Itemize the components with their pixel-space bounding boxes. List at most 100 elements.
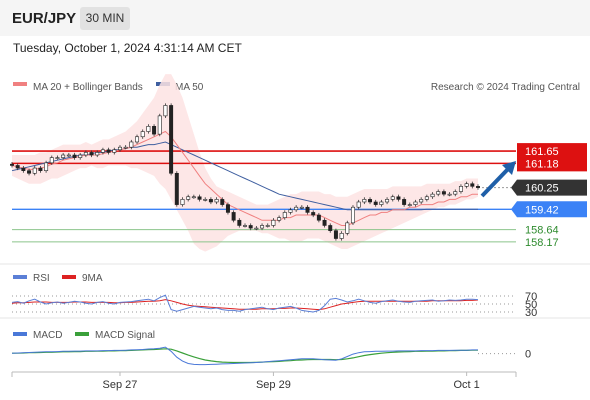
forex-chart: MA 20 + Bollinger Bands MA 50 Research © 2… [0,74,590,391]
candle-body [10,163,14,166]
candle-body [78,154,83,158]
candle-body [89,152,94,156]
candle-body [368,199,373,203]
bollinger-band [12,74,478,252]
candle-body [345,222,350,234]
candle-body [112,149,117,153]
candle-body [38,167,43,171]
macd-legend-swatch [13,332,27,336]
rsi-line [11,294,479,313]
candle-body [441,191,446,195]
candle-body [44,162,49,171]
macd-tick-label: 0 [525,349,531,361]
rsi-ma-legend-swatch [62,275,76,279]
candle-body [305,206,310,213]
resistance-zone-box [517,143,587,172]
level-label-3: 159.42 [525,204,559,216]
candle-body [157,115,162,135]
chart-datetime: Tuesday, October 1, 2024 4:31:14 AM CET [13,41,242,55]
candle-body [316,214,321,221]
ma50-legend-label: MA 50 [175,82,204,93]
candle-body [220,199,225,205]
candle-body [294,206,299,211]
candle-body [299,206,304,209]
candle-body [277,217,282,221]
candle-body [265,225,270,227]
forecast-arrow-shaft [480,167,510,198]
candle-body [66,154,71,157]
candle-body [407,204,412,206]
level-label-4: 158.64 [525,225,559,237]
candle-body [413,201,418,205]
candle-body [385,199,390,203]
candle-body [350,206,355,224]
candle-body [356,201,361,208]
candle-body [311,212,316,216]
credit-label: Research © 2024 Trading Central [431,82,580,93]
candle-body [123,146,128,149]
candle-body [464,183,469,187]
candle-body [328,225,333,231]
candle-body [83,152,88,156]
rsi-tick-label: 50 [525,299,537,311]
candle-body [146,126,151,132]
candle-body [231,212,236,221]
rsi-legend-swatch [13,275,27,279]
macd-legend-label: MACD [33,330,62,341]
candle-body [180,199,185,205]
candle-body [49,157,54,164]
candle-body [362,199,367,203]
candle-body [282,212,287,218]
candle-body [214,199,219,203]
candle-body [339,232,344,239]
candle-body [72,154,77,158]
candle-body [453,191,458,195]
candle-body [288,209,293,213]
candle-body [95,152,100,156]
candle-body [135,136,140,143]
macd-line [11,346,478,366]
level-label-0: 161.65 [525,146,559,158]
rsi-legend-label: RSI [33,273,50,284]
candle-body [436,191,441,195]
candle-body [424,196,429,200]
candle-body [27,170,32,174]
candle-body [208,199,213,203]
level-label-5: 158.17 [525,237,559,249]
candle-body [21,167,26,171]
candle-body [390,196,395,200]
candle-body [163,105,168,117]
candle-body [237,219,242,226]
candle-body [174,172,179,205]
candle-body [203,199,208,201]
candle-body [197,196,202,200]
candle-body [373,201,378,205]
candle-body [402,199,407,205]
x-tick-label: Oct 1 [453,379,479,391]
candle-body [55,157,60,159]
candle-body [225,204,230,213]
timeframe-badge[interactable]: 30 MIN [80,7,130,30]
candle-body [106,149,111,153]
candle-body [186,196,191,200]
forecast-arrow-head [502,161,516,175]
candle-body [191,196,196,199]
rsi-tick-label: 30 [525,307,537,319]
candle-body [32,167,37,174]
candle-body [260,225,265,229]
candle-body [458,186,463,192]
candle-body [379,201,384,205]
level-box-3 [511,201,587,218]
candle-body [470,183,475,187]
candle-body [430,193,435,198]
candle-body [333,230,338,239]
ma20-legend-swatch [13,82,27,86]
ma20-legend-label: MA 20 + Bollinger Bands [33,82,143,93]
symbol-title: EUR/JPY [12,10,77,27]
candle-body [100,149,105,153]
candle-body [243,225,247,227]
candle-body [140,131,145,138]
candle-body [447,193,452,196]
candle-body [61,154,66,158]
x-tick-label: Sep 27 [103,379,138,391]
